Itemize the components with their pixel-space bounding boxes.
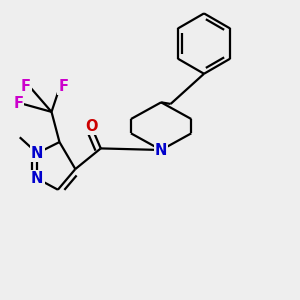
Text: N: N xyxy=(31,146,44,161)
Text: N: N xyxy=(155,142,167,158)
Text: O: O xyxy=(85,119,98,134)
Text: F: F xyxy=(58,79,68,94)
Text: N: N xyxy=(31,171,44,186)
Text: F: F xyxy=(13,96,23,111)
Text: F: F xyxy=(21,79,31,94)
